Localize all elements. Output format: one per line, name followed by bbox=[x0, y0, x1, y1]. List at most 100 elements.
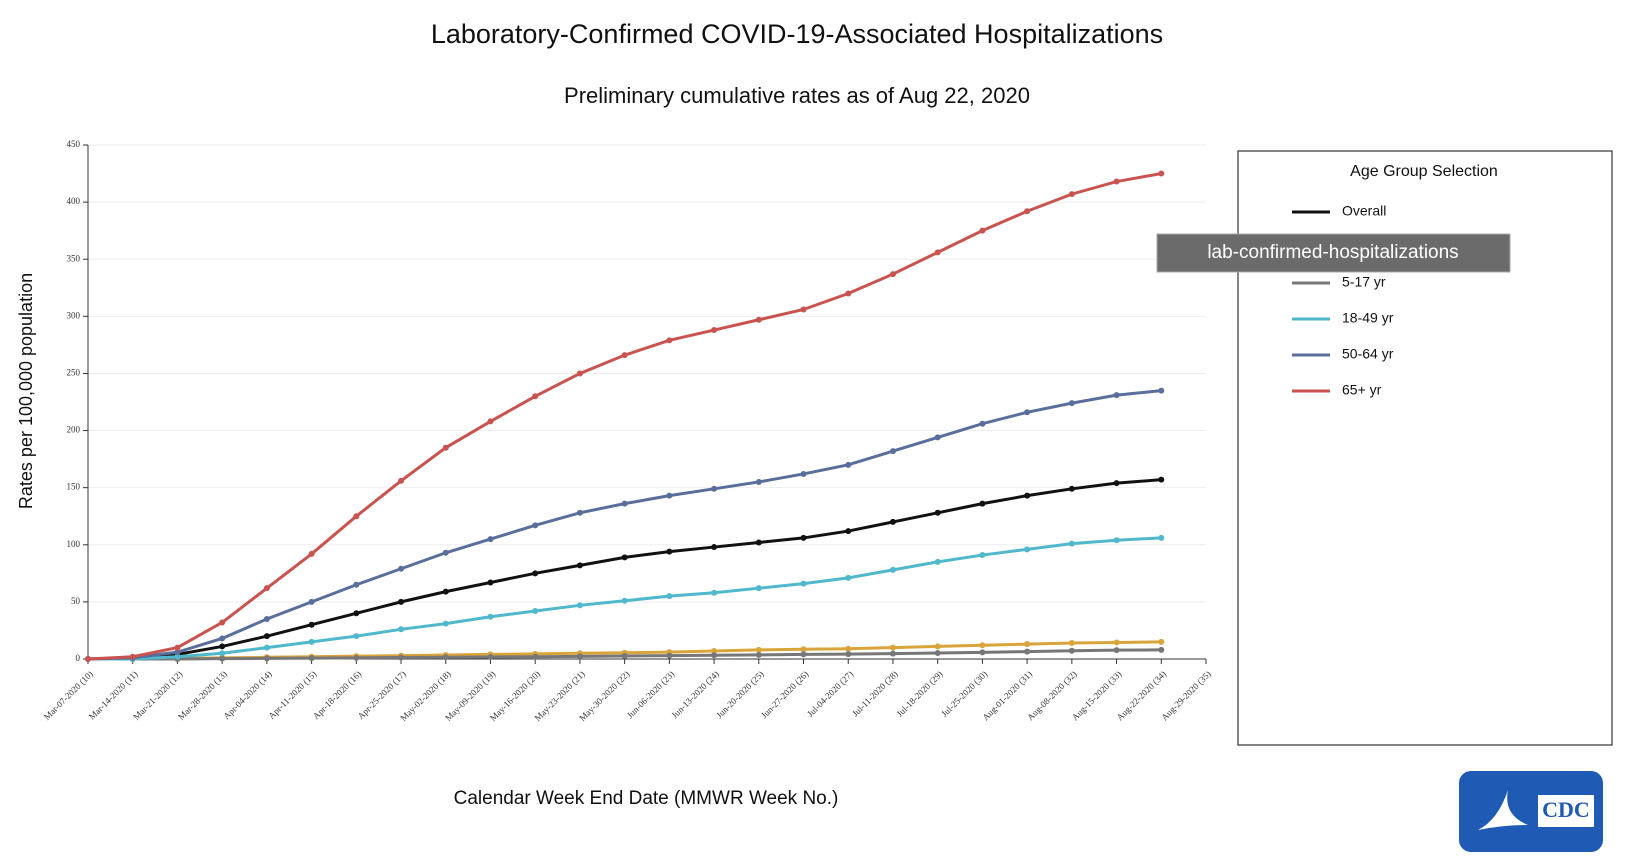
data-point bbox=[1068, 485, 1075, 492]
legend-title: Age Group Selection bbox=[1350, 163, 1498, 180]
logo-badge bbox=[1538, 795, 1594, 827]
data-point bbox=[263, 644, 270, 651]
data-point bbox=[845, 528, 852, 535]
data-point bbox=[576, 653, 583, 660]
data-point bbox=[442, 654, 449, 661]
data-point bbox=[711, 652, 718, 659]
legend-label: Overall bbox=[1342, 203, 1386, 219]
data-point bbox=[800, 580, 807, 587]
data-point bbox=[755, 585, 762, 592]
data-point bbox=[219, 643, 226, 650]
y-tick-label: 150 bbox=[67, 482, 81, 492]
logo-emblem bbox=[1478, 790, 1528, 830]
data-point bbox=[1068, 400, 1075, 407]
data-point bbox=[666, 548, 673, 555]
x-tick-label: Jun-27-2020 (26) bbox=[759, 669, 810, 720]
data-point bbox=[85, 656, 91, 662]
cdc-logo[interactable] bbox=[1459, 771, 1603, 852]
data-point bbox=[532, 570, 539, 577]
y-tick-label: 400 bbox=[67, 196, 81, 206]
data-point bbox=[353, 633, 360, 640]
data-point bbox=[889, 644, 896, 651]
legend-label: 65+ yr bbox=[1342, 382, 1382, 398]
x-tick-label: Jul-11-2020 (28) bbox=[850, 669, 900, 719]
data-point bbox=[308, 550, 315, 557]
data-point bbox=[934, 650, 941, 657]
data-point bbox=[353, 610, 360, 617]
data-point bbox=[263, 655, 270, 662]
data-point bbox=[1113, 639, 1120, 646]
data-point bbox=[845, 651, 852, 658]
data-point bbox=[398, 477, 405, 484]
data-point bbox=[576, 509, 583, 516]
data-point bbox=[845, 645, 852, 652]
data-point bbox=[308, 621, 315, 628]
data-point bbox=[934, 558, 941, 565]
data-point bbox=[576, 370, 583, 377]
data-point bbox=[1024, 648, 1031, 655]
series-line bbox=[87, 172, 1162, 661]
data-point bbox=[621, 597, 628, 604]
data-point bbox=[889, 271, 896, 278]
data-point bbox=[1113, 537, 1120, 544]
data-point bbox=[889, 448, 896, 455]
data-point bbox=[398, 654, 405, 661]
data-point bbox=[800, 646, 807, 653]
data-point bbox=[1024, 546, 1031, 553]
data-point bbox=[353, 513, 360, 520]
data-point bbox=[889, 518, 896, 525]
data-point bbox=[711, 485, 718, 492]
data-point bbox=[1068, 647, 1075, 654]
data-point bbox=[174, 649, 181, 656]
data-point bbox=[666, 337, 673, 344]
chart-title: Laboratory-Confirmed COVID-19-Associated… bbox=[431, 19, 1163, 49]
data-point bbox=[576, 562, 583, 569]
data-point bbox=[800, 306, 807, 313]
data-point bbox=[755, 651, 762, 658]
legend-label: 18-49 yr bbox=[1342, 310, 1394, 326]
data-point bbox=[219, 619, 226, 626]
data-point bbox=[621, 500, 628, 507]
data-point bbox=[442, 444, 449, 451]
data-point bbox=[1158, 638, 1165, 645]
data-point bbox=[308, 638, 315, 645]
x-tick-label: Jun-13-2020 (24) bbox=[670, 669, 721, 720]
data-point bbox=[174, 644, 181, 651]
data-point bbox=[129, 653, 136, 660]
data-point bbox=[979, 642, 986, 649]
data-point bbox=[1024, 208, 1031, 215]
data-point bbox=[1068, 640, 1075, 647]
data-point bbox=[532, 608, 539, 615]
y-tick-label: 0 bbox=[76, 653, 81, 663]
data-point bbox=[219, 655, 226, 662]
data-point bbox=[1158, 476, 1165, 483]
data-point bbox=[1113, 480, 1120, 487]
data-point bbox=[442, 588, 449, 595]
data-point bbox=[621, 352, 628, 359]
y-tick-label: 200 bbox=[67, 425, 81, 435]
data-point bbox=[755, 316, 762, 323]
data-point bbox=[532, 653, 539, 660]
data-point bbox=[532, 393, 539, 400]
data-point bbox=[1158, 387, 1165, 394]
data-point bbox=[1113, 178, 1120, 185]
data-point bbox=[398, 565, 405, 572]
x-tick-label: Jul-18-2020 (29) bbox=[895, 669, 945, 719]
data-point bbox=[711, 544, 718, 551]
data-point bbox=[174, 653, 181, 660]
data-point bbox=[219, 650, 226, 657]
legend-label: 50-64 yr bbox=[1342, 346, 1394, 362]
data-point bbox=[442, 620, 449, 627]
y-tick-label: 450 bbox=[67, 139, 81, 149]
data-point bbox=[487, 418, 494, 425]
y-tick-label: 50 bbox=[71, 596, 81, 606]
data-point bbox=[487, 579, 494, 586]
data-point bbox=[979, 649, 986, 656]
x-tick-label: Jun-20-2020 (25) bbox=[714, 669, 765, 720]
data-point bbox=[487, 613, 494, 620]
data-point bbox=[755, 478, 762, 485]
y-axis-label: Rates per 100,000 population bbox=[16, 273, 36, 509]
data-point bbox=[979, 552, 986, 559]
y-tick-label: 350 bbox=[67, 253, 81, 263]
data-point bbox=[755, 646, 762, 653]
